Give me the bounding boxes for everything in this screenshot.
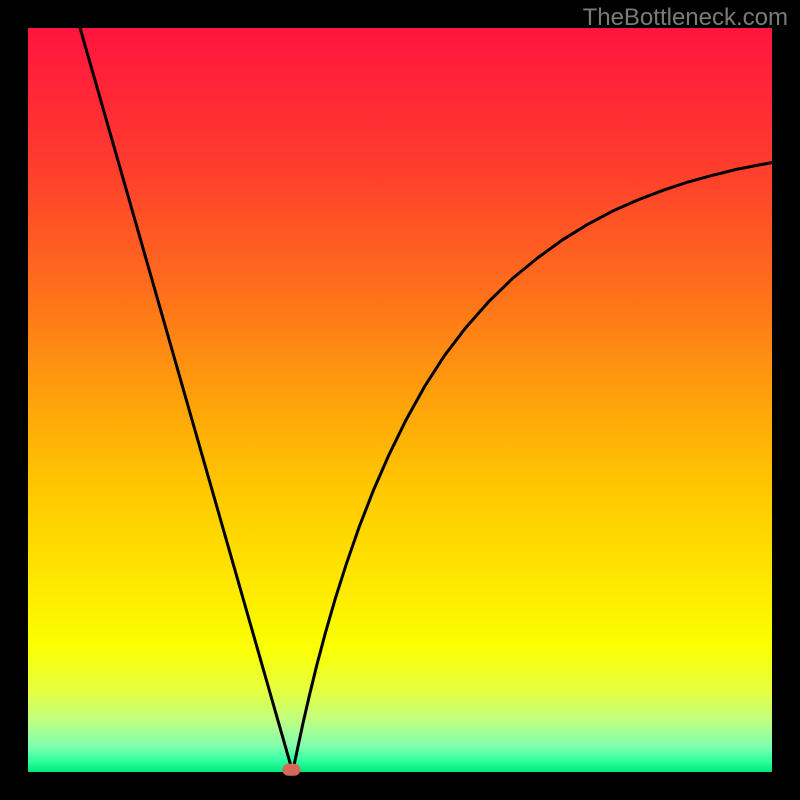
marker-group <box>282 764 300 776</box>
bottleneck-chart <box>0 0 800 800</box>
bottleneck-marker <box>282 764 300 776</box>
watermark-text: TheBottleneck.com <box>583 4 788 32</box>
chart-background <box>28 28 772 772</box>
chart-container: TheBottleneck.com <box>0 0 800 800</box>
